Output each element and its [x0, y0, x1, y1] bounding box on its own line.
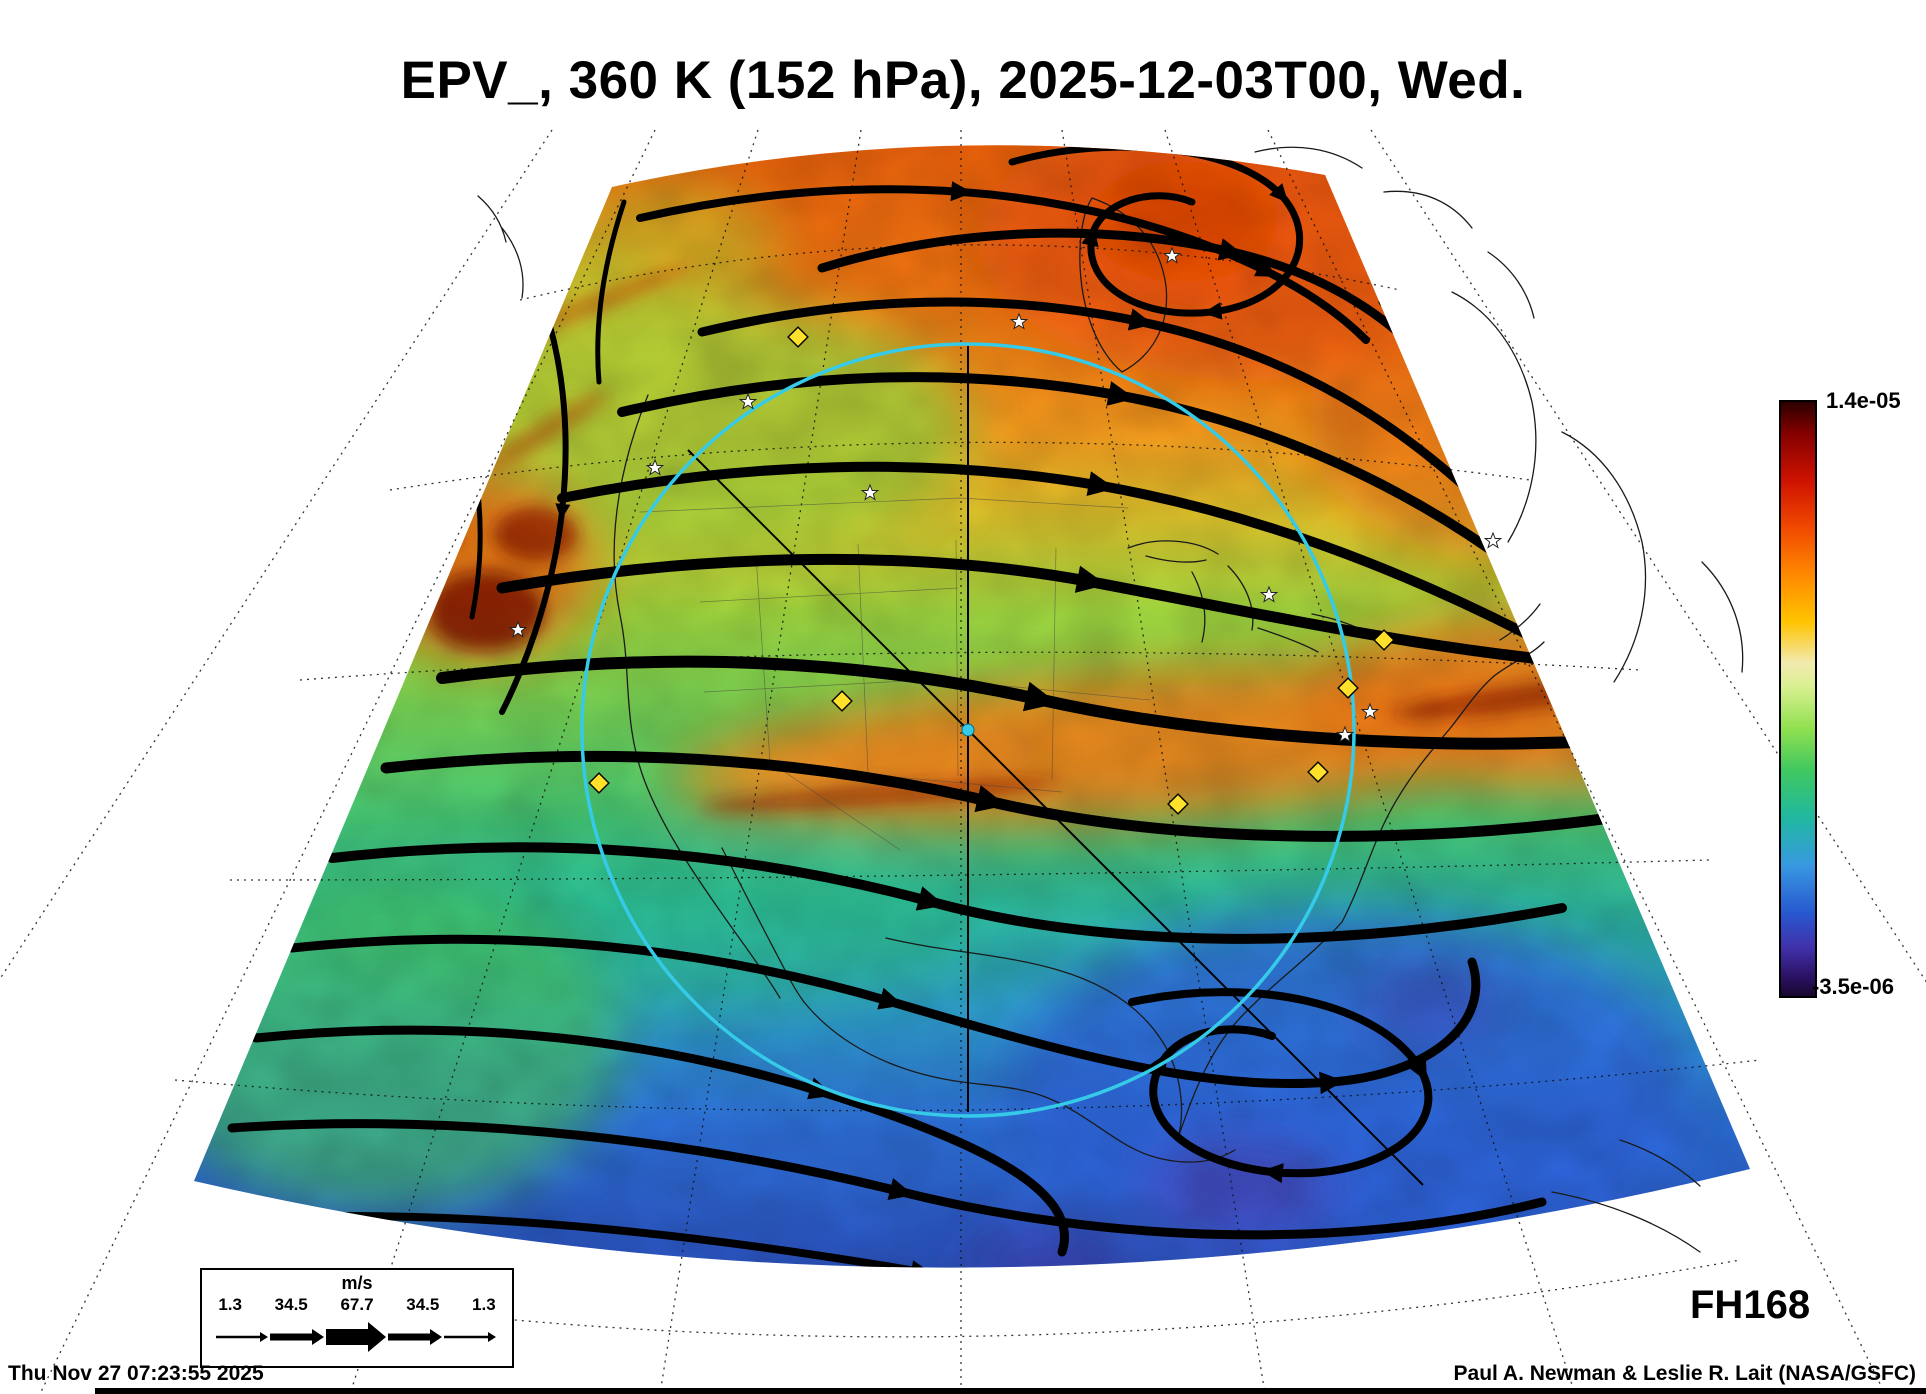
- coast-east: [1341, 675, 1495, 923]
- ring-center-marker: [961, 723, 975, 737]
- forecast-hour-label: FH168: [1690, 1283, 1811, 1327]
- atlantic-coast: [1451, 291, 1744, 683]
- coast-gulf-california: [721, 847, 805, 1003]
- bottom-rule: [95, 1388, 1926, 1394]
- figure-title: EPV_, 360 K (152 hPa), 2025-12-03T00, We…: [400, 51, 1526, 110]
- wind-legend-value: 34.5: [406, 1295, 440, 1314]
- streamline: [327, 842, 1567, 944]
- range-ring: [580, 342, 1356, 1118]
- wind-legend-value: 34.5: [274, 1295, 308, 1314]
- pacific-nw-coast: [477, 195, 524, 299]
- streamline: [251, 1025, 1069, 1257]
- streamline: [697, 297, 1507, 527]
- streamline: [258, 1212, 1506, 1268]
- streamline: [1128, 988, 1433, 1184]
- wind-speed-legend: m/s 1.3 34.5 67.7 34.5 1.3: [200, 1268, 514, 1368]
- wind-legend-value: 1.3: [218, 1295, 242, 1314]
- streamline: [595, 199, 627, 385]
- diagonal-section-line: [687, 449, 1424, 1186]
- caribbean-coast: [1551, 1139, 1701, 1253]
- streamline: [380, 750, 1658, 842]
- streamline: [227, 1119, 1547, 1240]
- streamline: [557, 461, 1637, 697]
- wind-legend-units-label: m/s: [341, 1273, 373, 1293]
- arctic-coast: [1254, 146, 1535, 319]
- colorbar-min-label: -3.5e-06: [1812, 974, 1894, 999]
- colorbar-max-label: 1.4e-05: [1826, 388, 1901, 413]
- colorbar: [1779, 400, 1817, 998]
- streamline: [496, 553, 1648, 674]
- epv-field: [194, 145, 1750, 1268]
- streamline: [636, 181, 1370, 344]
- generated-timestamp: Thu Nov 27 07:23:55 2025: [8, 1362, 264, 1385]
- star-marker: [1484, 532, 1502, 548]
- streamline: [617, 372, 1577, 617]
- wind-legend-values: 1.3 34.5 67.7 34.5 1.3: [202, 1295, 512, 1315]
- wind-legend-arrow-glyph: [216, 1322, 496, 1352]
- wind-legend-value: 67.7: [340, 1295, 374, 1314]
- wind-legend-value: 1.3: [472, 1295, 496, 1314]
- streamline: [436, 655, 1658, 750]
- credit-label: Paul A. Newman & Leslie R. Lait (NASA/GS…: [1453, 1362, 1916, 1385]
- streamline: [422, 1297, 1472, 1334]
